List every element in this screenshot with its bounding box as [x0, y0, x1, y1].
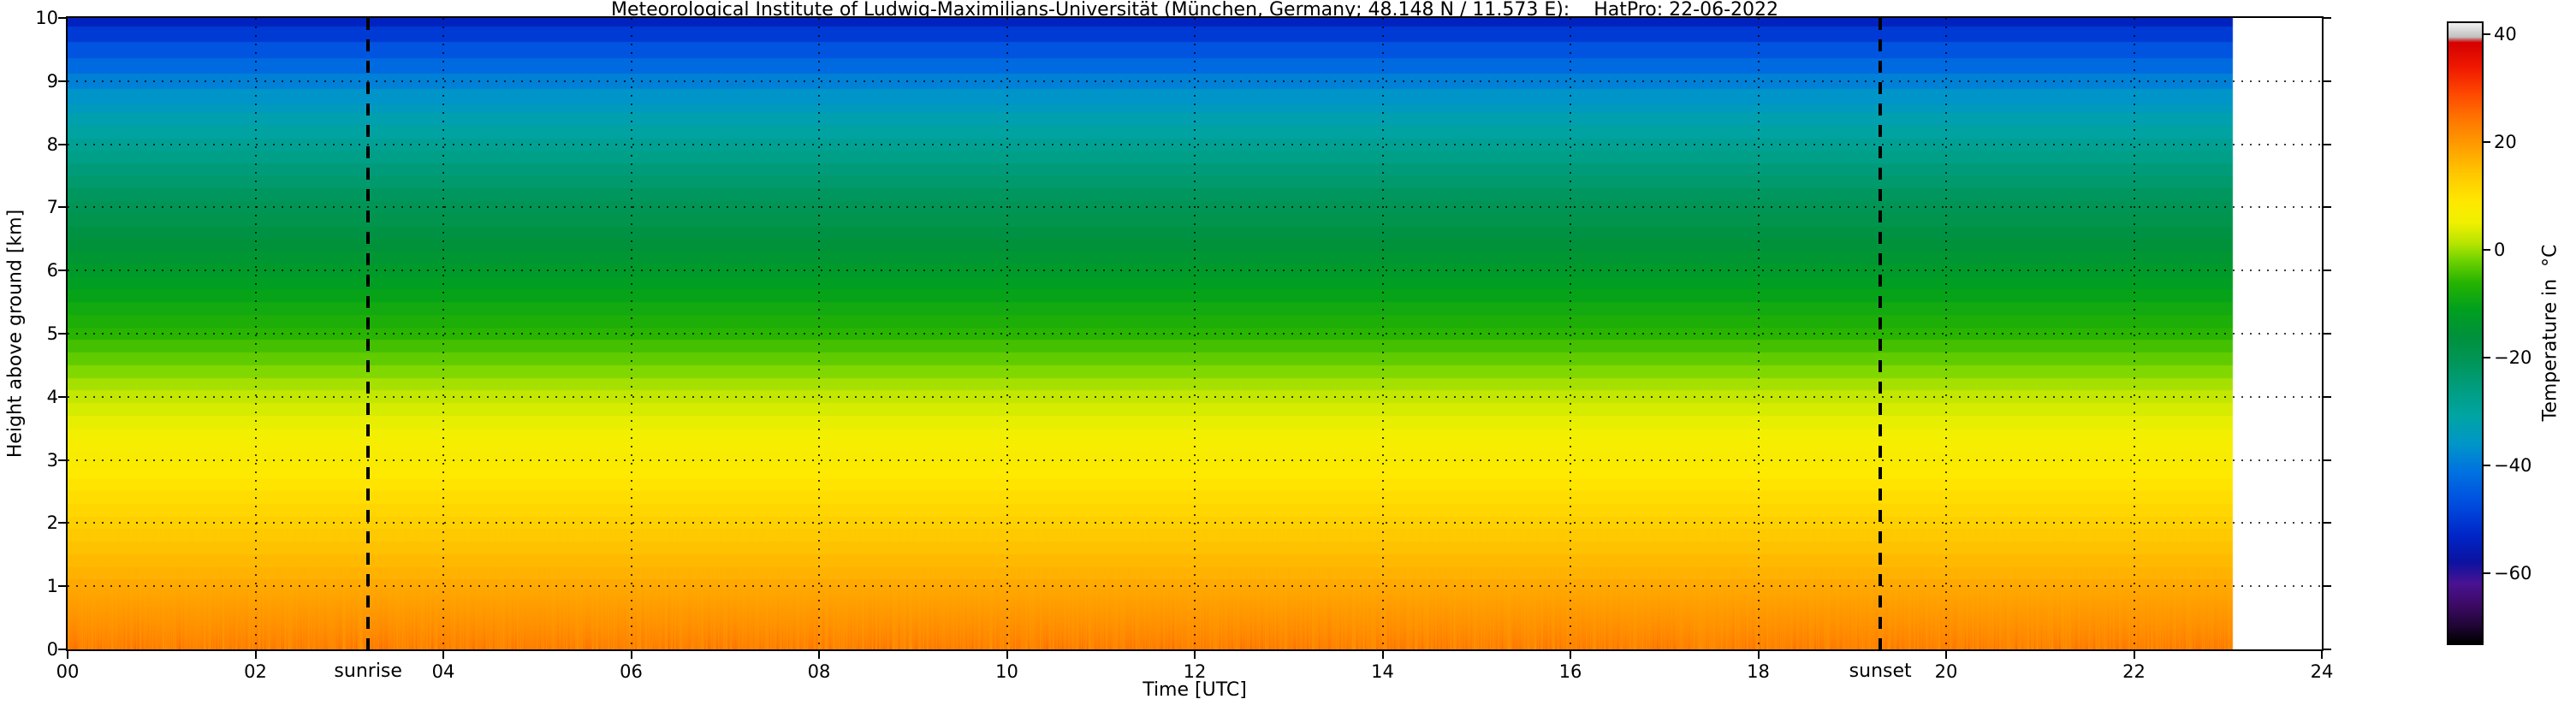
- x-tick-label: 24: [2310, 661, 2334, 682]
- colorbar-tick-label: −20: [2494, 347, 2532, 368]
- y-tick-right: [2324, 395, 2331, 398]
- y-tick: [58, 585, 66, 588]
- x-tick-label: 00: [56, 661, 80, 682]
- x-tick: [1194, 651, 1196, 659]
- gridline-horizontal: [68, 522, 2322, 524]
- gridline-horizontal: [68, 395, 2322, 398]
- y-tick-label: 10: [35, 8, 58, 28]
- gridline-horizontal: [68, 80, 2322, 82]
- x-tick: [1945, 651, 1947, 659]
- colorbar-tick: [2484, 572, 2490, 575]
- y-tick-label: 2: [46, 512, 58, 534]
- x-tick-label: 22: [2122, 661, 2146, 682]
- colorbar-tick-label: −40: [2494, 454, 2532, 476]
- y-tick-label: 5: [46, 323, 58, 344]
- colorbar-tick: [2484, 464, 2490, 466]
- x-tick: [67, 651, 68, 659]
- colorbar: [2447, 21, 2484, 645]
- y-tick-label: 0: [46, 639, 58, 660]
- colorbar-tick: [2484, 140, 2490, 143]
- y-tick-label: 3: [46, 449, 58, 471]
- gridline-horizontal: [68, 459, 2322, 461]
- y-tick: [58, 17, 66, 19]
- gridline-horizontal: [68, 143, 2322, 145]
- x-tick-label: 16: [1558, 661, 1582, 682]
- y-tick: [58, 459, 66, 461]
- y-tick-label: 4: [46, 386, 58, 407]
- x-tick-label: 14: [1371, 661, 1394, 682]
- colorbar-tick-label: 40: [2494, 23, 2517, 44]
- sunrise-label: sunrise: [334, 661, 402, 682]
- y-tick-right: [2324, 143, 2331, 145]
- y-tick-label: 8: [46, 133, 58, 155]
- colorbar-tick-label: −60: [2494, 563, 2532, 584]
- plot-overlay: [68, 18, 2322, 649]
- x-tick-label: 08: [807, 661, 831, 682]
- y-tick: [58, 649, 66, 650]
- x-tick: [1757, 651, 1760, 659]
- colorbar-tick-label: 0: [2494, 239, 2506, 260]
- gridline-horizontal: [68, 333, 2322, 335]
- colorbar-tick: [2484, 248, 2490, 251]
- y-tick-right: [2324, 17, 2331, 19]
- x-tick: [818, 651, 820, 659]
- gridline-horizontal: [68, 585, 2322, 588]
- y-tick-label: 9: [46, 70, 58, 92]
- y-tick-label: 6: [46, 260, 58, 281]
- y-tick-right: [2324, 80, 2331, 82]
- y-tick: [58, 522, 66, 524]
- chart-title: Meteorological Institute of Ludwig-Maxim…: [610, 0, 1779, 21]
- x-tick-label: 02: [244, 661, 267, 682]
- sunset-line: [1879, 18, 1883, 649]
- y-tick-right: [2324, 206, 2331, 209]
- y-tick-label: 7: [46, 197, 58, 218]
- y-tick: [58, 143, 66, 145]
- y-tick-right: [2324, 649, 2331, 650]
- x-tick-label: 20: [1934, 661, 1958, 682]
- y-tick: [58, 395, 66, 398]
- x-tick: [442, 651, 444, 659]
- x-axis-label: Time [UTC]: [1143, 679, 1247, 701]
- x-tick: [630, 651, 632, 659]
- x-tick: [254, 651, 257, 659]
- colorbar-tick-label: 20: [2494, 131, 2517, 152]
- colorbar-label: Temperature in °C: [2539, 244, 2561, 422]
- y-tick-right: [2324, 333, 2331, 335]
- y-tick-right: [2324, 585, 2331, 588]
- x-tick-label: 06: [620, 661, 643, 682]
- x-tick: [1381, 651, 1384, 659]
- x-tick: [2133, 651, 2135, 659]
- y-tick-right: [2324, 522, 2331, 524]
- x-tick-label: 12: [1183, 661, 1207, 682]
- y-tick: [58, 270, 66, 272]
- gridline-horizontal: [68, 270, 2322, 272]
- x-tick-label: 18: [1747, 661, 1770, 682]
- y-tick-label: 1: [46, 576, 58, 597]
- y-tick: [58, 206, 66, 209]
- colorbar-tick: [2484, 356, 2490, 358]
- x-tick: [1006, 651, 1008, 659]
- x-tick: [1570, 651, 1571, 659]
- x-tick: [2321, 651, 2323, 659]
- colorbar-tick: [2484, 33, 2490, 35]
- sunrise-line: [366, 18, 371, 649]
- x-tick-label: 04: [431, 661, 455, 682]
- y-tick-right: [2324, 459, 2331, 461]
- y-tick-right: [2324, 270, 2331, 272]
- gridline-horizontal: [68, 206, 2322, 209]
- y-tick: [58, 333, 66, 335]
- colorbar-canvas: [2448, 23, 2482, 643]
- plot-area: [66, 16, 2324, 651]
- x-tick-label: 10: [995, 661, 1018, 682]
- y-tick: [58, 80, 66, 82]
- sunset-label: sunset: [1849, 661, 1912, 682]
